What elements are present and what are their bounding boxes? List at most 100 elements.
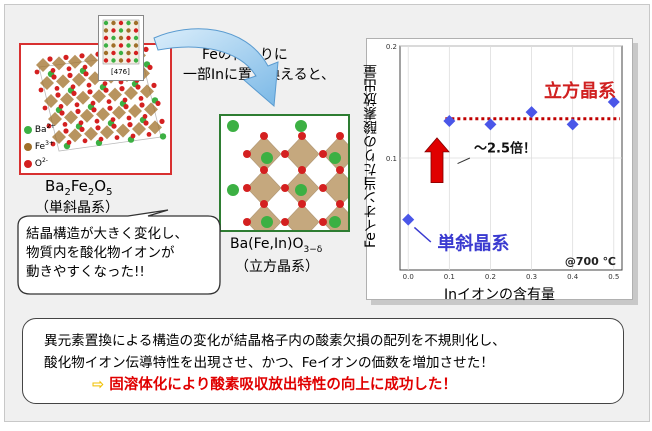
ba-atom bbox=[261, 216, 273, 228]
fe-polyhedron bbox=[48, 112, 62, 126]
o-atom bbox=[139, 102, 145, 108]
o-atom bbox=[82, 64, 88, 70]
o-atom bbox=[243, 150, 251, 158]
inset-atom bbox=[133, 50, 139, 56]
o-atom bbox=[67, 72, 73, 78]
fe-polyhedron bbox=[100, 125, 114, 140]
curved-arrow bbox=[153, 28, 279, 108]
ba-atom bbox=[159, 133, 167, 140]
monoclinic-formula: Ba2Fe2O5 bbox=[45, 177, 113, 198]
y-tick-label: 0.2 bbox=[386, 43, 397, 51]
fe-polyhedron bbox=[64, 110, 78, 125]
ba-atom bbox=[227, 120, 239, 132]
x-tick-label: 0.5 bbox=[608, 273, 619, 281]
o-atom bbox=[42, 105, 48, 111]
chart-xlabel: Inイオンの含有量 bbox=[444, 287, 556, 303]
inset-atom bbox=[133, 43, 139, 48]
o-atom bbox=[102, 81, 108, 86]
x-tick-label: 0.4 bbox=[567, 273, 579, 281]
o-atom bbox=[34, 69, 40, 75]
ba-atom bbox=[261, 152, 273, 164]
data-point bbox=[525, 106, 538, 119]
o-atom bbox=[119, 86, 125, 92]
o-atom bbox=[147, 64, 153, 70]
o-atom bbox=[62, 122, 68, 127]
o-atom bbox=[79, 126, 85, 132]
inset-atom bbox=[126, 50, 131, 56]
inset-atom bbox=[111, 35, 116, 41]
o-atom bbox=[126, 115, 132, 121]
inset-atom bbox=[118, 50, 124, 56]
inset-label: [476] bbox=[111, 68, 130, 76]
o-atom bbox=[47, 56, 53, 62]
o-atom bbox=[336, 132, 344, 140]
factor-label: 〜2.5倍！ bbox=[474, 140, 536, 156]
fe-polyhedron bbox=[72, 72, 86, 87]
fe-polyhedron bbox=[52, 56, 66, 71]
fe-polyhedron bbox=[128, 104, 142, 118]
o-atom bbox=[78, 120, 84, 126]
inset-atom bbox=[133, 20, 139, 26]
o-atom bbox=[151, 82, 157, 88]
o-atom bbox=[86, 82, 92, 88]
data-point bbox=[566, 118, 579, 131]
o-atom bbox=[50, 141, 56, 147]
o-atom bbox=[94, 118, 100, 124]
inset-atom bbox=[111, 20, 116, 26]
inset-atom bbox=[103, 50, 109, 56]
o-atom bbox=[83, 71, 89, 77]
fe-polyhedron bbox=[116, 123, 130, 138]
data-point bbox=[607, 96, 620, 108]
data-point bbox=[443, 115, 456, 128]
monoclinic-pointer-arrow bbox=[413, 226, 432, 243]
fe-polyhedron bbox=[108, 87, 122, 102]
o-atom bbox=[123, 104, 129, 110]
o-atom bbox=[319, 218, 327, 226]
o-atom bbox=[74, 102, 80, 108]
o-atom bbox=[75, 108, 81, 114]
condition-label: @700 ℃ bbox=[565, 255, 616, 268]
fe-polyhedron bbox=[84, 126, 98, 141]
o-atom bbox=[55, 92, 61, 98]
o-atom bbox=[155, 100, 161, 106]
o-atom bbox=[66, 66, 72, 72]
cubic-formula: Ba(Fe,In)O3−δ bbox=[230, 236, 323, 255]
o-atom bbox=[142, 114, 148, 119]
legend-fe: Fe3+ bbox=[24, 137, 55, 154]
fe-polyhedron bbox=[56, 74, 70, 89]
inset-atom bbox=[103, 43, 109, 48]
inset-atom bbox=[118, 28, 124, 33]
o-atom bbox=[319, 184, 327, 192]
o-atom bbox=[87, 89, 93, 95]
summary-line-1: 異元素置換による構造の変化が結晶格子内の酸素欠損の配列を不規則化し、 bbox=[44, 333, 506, 349]
o-atom bbox=[110, 117, 116, 122]
inset-atom bbox=[133, 35, 139, 41]
o-atom bbox=[127, 122, 133, 128]
fe-polyhedron bbox=[112, 105, 126, 120]
o-atom bbox=[70, 84, 76, 90]
o-atom bbox=[51, 74, 57, 80]
up-arrow-icon bbox=[424, 137, 450, 184]
o-atom bbox=[79, 53, 85, 59]
fe-polyhedron bbox=[124, 86, 138, 100]
o-atom bbox=[38, 87, 44, 93]
o-atom bbox=[106, 99, 112, 104]
fe-polyhedron bbox=[76, 90, 90, 105]
o-atom bbox=[298, 132, 306, 140]
o-atom bbox=[135, 84, 141, 90]
o-atom bbox=[130, 133, 136, 139]
speech-bubble-text: 結晶構造が大きく変化し、 物質内を酸化物イオンが 動きやすくなった!! bbox=[26, 225, 188, 282]
o-atom bbox=[59, 110, 65, 116]
inset-atom bbox=[118, 58, 124, 63]
fe-polyhedron bbox=[44, 94, 58, 108]
x-tick-label: 0.3 bbox=[526, 273, 537, 281]
summary-conclusion: ⇨ 固溶体化により酸素吸収放出特性の向上に成功した！ bbox=[92, 373, 457, 394]
o-atom bbox=[336, 200, 344, 208]
o-atom bbox=[159, 118, 165, 124]
fe-polyhedron bbox=[68, 128, 82, 143]
cubic-structure-image bbox=[227, 120, 358, 241]
o-atom bbox=[298, 200, 306, 208]
fe-polyhedron bbox=[144, 102, 158, 117]
o-atom bbox=[143, 120, 149, 126]
